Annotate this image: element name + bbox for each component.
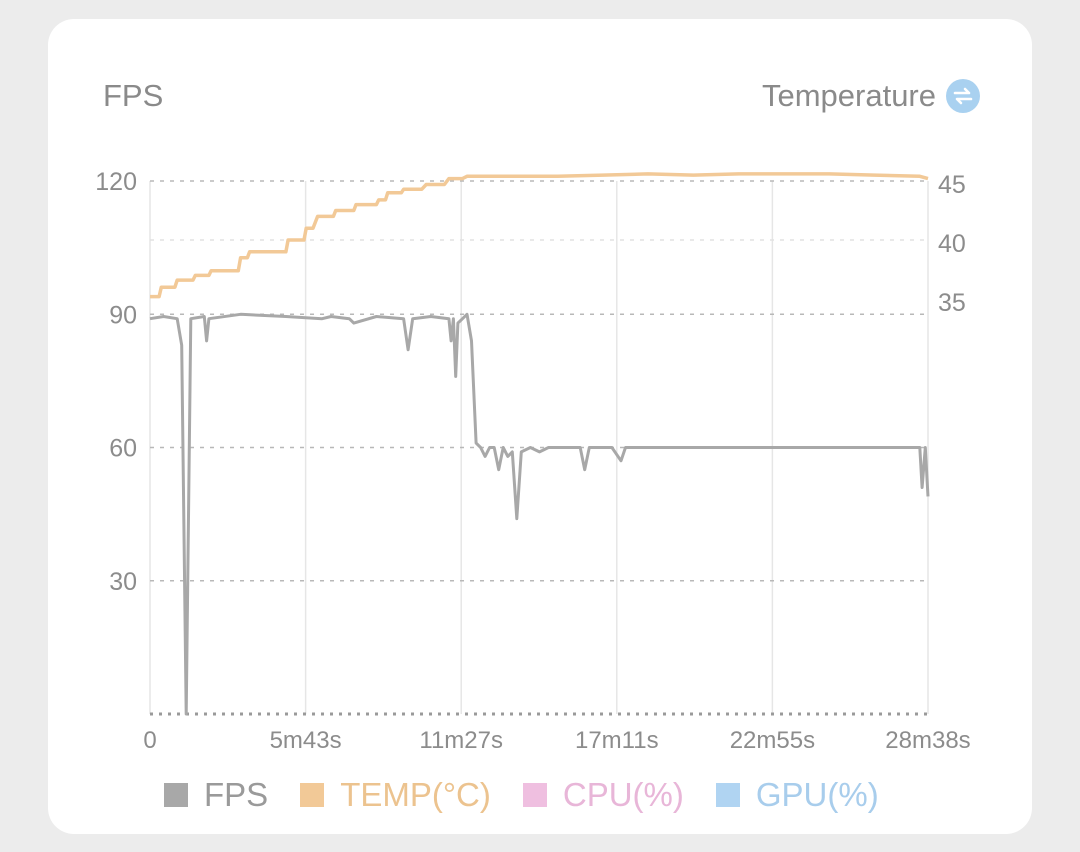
series-layer: [149, 172, 930, 716]
chart-card: [48, 19, 1032, 834]
legend-label: FPS: [204, 776, 269, 813]
temperature-axis-title: Temperature: [761, 78, 936, 113]
x-tick-label: 0: [143, 727, 156, 754]
axis-labels: 0 5m43s 11m27s 17m11s 22m55s 28m38s 120 90 60 30 4…: [95, 168, 970, 754]
fps-tick-label: 120: [95, 168, 137, 196]
fps-axis-title: FPS: [103, 78, 164, 113]
legend-item[interactable]: CPU(%): [522, 776, 684, 814]
x-tick-label: 28m38s: [885, 727, 970, 754]
legend-item[interactable]: FPS: [164, 776, 268, 814]
legend-label: GPU(%): [755, 776, 879, 813]
swap-arrows-icon[interactable]: [946, 79, 980, 113]
temperature-axis-toggle[interactable]: Temperature: [762, 78, 980, 114]
fps-series-line: [149, 312, 930, 716]
fps-tick-label: 60: [109, 435, 137, 463]
grid-layer: [149, 180, 929, 716]
temperature-series-line: [150, 172, 929, 299]
legend-swatch: [164, 783, 188, 807]
legend-swatch: [300, 783, 325, 807]
x-tick-label: 22m55s: [730, 727, 815, 754]
x-tick-label: 11m27s: [419, 727, 503, 754]
x-tick-label: 5m43s: [270, 727, 342, 754]
temperature-tick-label: 40: [938, 230, 966, 258]
fps-tick-label: 30: [109, 568, 137, 596]
x-tick-label: 17m11s: [575, 727, 659, 754]
legend-swatch: [522, 783, 547, 807]
legend-item[interactable]: GPU(%): [715, 776, 879, 814]
chart-legend: FPS TEMP(°C) CPU(%) GPU(%): [164, 776, 911, 814]
legend-swatch: [715, 783, 740, 807]
temperature-tick-label: 45: [938, 171, 966, 199]
legend-label: CPU(%): [562, 776, 684, 813]
temperature-tick-label: 35: [938, 289, 966, 317]
legend-label: TEMP(°C): [340, 776, 491, 813]
legend-item[interactable]: TEMP(°C): [300, 776, 491, 814]
fps-tick-label: 90: [109, 301, 137, 329]
